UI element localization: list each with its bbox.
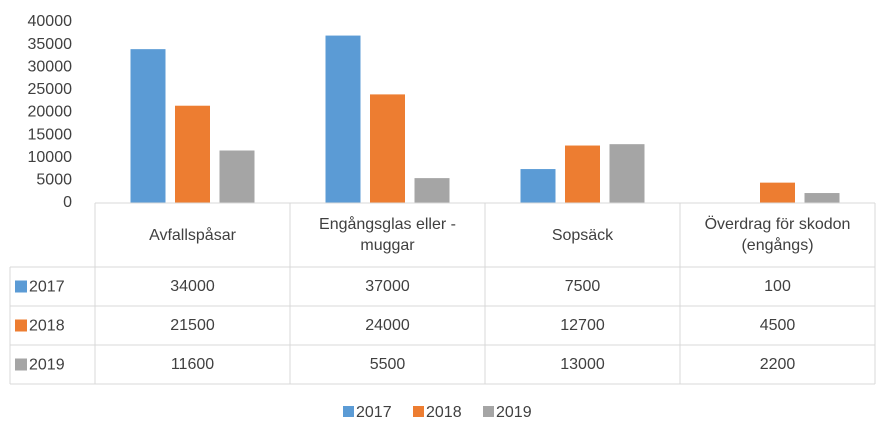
table-series-name: 2019 xyxy=(29,357,65,374)
bar xyxy=(804,193,840,203)
x-tick-label: Engångsglas eller -muggar xyxy=(290,203,485,267)
y-tick-label: 30000 xyxy=(28,58,73,75)
bar xyxy=(520,169,556,203)
legend-key xyxy=(343,406,354,417)
table-value: 34000 xyxy=(95,267,290,306)
bar xyxy=(175,105,210,203)
bar xyxy=(325,35,361,204)
table-value: 21500 xyxy=(95,306,290,345)
table-series-name: 2017 xyxy=(29,279,65,296)
legend-label: 2019 xyxy=(496,404,532,421)
y-tick-label: 5000 xyxy=(36,172,72,189)
y-tick-label: 40000 xyxy=(28,13,73,30)
bar xyxy=(130,49,166,204)
table-value-text: 4500 xyxy=(759,317,796,334)
y-tick-label: 10000 xyxy=(28,149,73,166)
table-value-text: 5500 xyxy=(369,356,406,373)
y-tick-label: 35000 xyxy=(28,36,73,53)
table-series-name: 2018 xyxy=(29,318,65,335)
table-value-text: 12700 xyxy=(560,317,605,334)
bar xyxy=(370,94,405,203)
bar xyxy=(760,182,795,203)
table-value-text: 11600 xyxy=(170,356,215,373)
table-value: 4500 xyxy=(680,306,875,345)
table-value: 13000 xyxy=(485,345,680,384)
x-tick-label-text: Engångsglas eller -muggar xyxy=(319,216,456,254)
y-tick-label: 15000 xyxy=(28,126,73,143)
bar xyxy=(609,144,645,203)
table-value-text: 2200 xyxy=(759,356,796,373)
table-value: 7500 xyxy=(485,267,680,306)
table-value: 24000 xyxy=(290,306,485,345)
table-value: 12700 xyxy=(485,306,680,345)
table-value: 37000 xyxy=(290,267,485,306)
x-tick-label-text: Avfallspåsar xyxy=(149,226,236,244)
y-tick-label: 20000 xyxy=(28,104,73,121)
y-tick-label: 25000 xyxy=(28,81,73,98)
table-value-text: 24000 xyxy=(365,317,410,334)
table-value: 100 xyxy=(680,267,875,306)
legend-key xyxy=(15,319,27,332)
table-value-text: 7500 xyxy=(564,278,601,295)
table-value: 2200 xyxy=(680,345,875,384)
legend-label: 2017 xyxy=(356,404,392,421)
x-tick-label: Överdrag för skodon (engångs) xyxy=(680,203,875,267)
x-tick-label-text: Överdrag för skodon (engångs) xyxy=(704,216,851,254)
legend-key xyxy=(15,280,27,293)
y-tick-label: 0 xyxy=(63,194,72,211)
table-value-text: 21500 xyxy=(170,317,215,334)
x-tick-label-text: Sopsäck xyxy=(551,226,614,244)
table-value-text: 100 xyxy=(764,278,791,295)
legend-key xyxy=(15,358,27,371)
legend-label: 2018 xyxy=(426,404,462,421)
legend-key xyxy=(483,406,494,417)
bar xyxy=(414,178,450,203)
bar xyxy=(565,145,600,203)
bar xyxy=(219,150,255,203)
legend-key xyxy=(413,406,424,417)
table-value-text: 34000 xyxy=(170,278,215,295)
table-value: 11600 xyxy=(95,345,290,384)
table-value-text: 37000 xyxy=(365,278,410,295)
x-tick-label: Avfallspåsar xyxy=(95,203,290,267)
table-value-text: 13000 xyxy=(560,356,605,373)
table-value: 5500 xyxy=(290,345,485,384)
x-tick-label: Sopsäck xyxy=(485,203,680,267)
